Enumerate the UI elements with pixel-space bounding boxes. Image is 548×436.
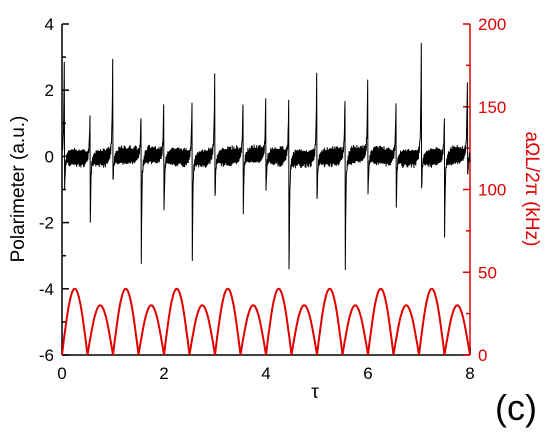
polarimeter-series-line	[61, 42, 471, 271]
x-tick-label: 0	[57, 364, 66, 383]
y-axis-right-label: aΩL/2π (kHz)	[521, 132, 542, 247]
y-left-tick-label: -6	[39, 346, 54, 365]
x-tick-label: 4	[261, 364, 270, 383]
y-right-tick-label: 50	[478, 263, 497, 282]
tick-labels: 0 2 4 6 8 -6 -4 -2 0 2 4 0 50 100 150 200	[39, 15, 507, 383]
panel-label: (c)	[495, 387, 537, 428]
y-left-tick-label: 0	[45, 147, 54, 166]
y-left-tick-label: 2	[45, 81, 54, 100]
y-left-tick-label: -4	[39, 280, 54, 299]
y-axis-left-label: Polarimeter (a.u.)	[8, 116, 29, 263]
y-left-tick-label: -2	[39, 214, 54, 233]
y-right-tick-label: 100	[478, 181, 506, 200]
y-left-tick-label: 4	[45, 15, 54, 34]
y-right-tick-label: 200	[478, 15, 506, 34]
rabi-frequency-series-line	[61, 287, 471, 356]
x-tick-label: 2	[159, 364, 168, 383]
x-axis-label: τ	[311, 382, 319, 403]
x-tick-label: 6	[363, 364, 372, 383]
x-tick-label: 8	[465, 364, 474, 383]
y-right-tick-label: 0	[478, 346, 487, 365]
y-right-tick-label: 150	[478, 98, 506, 117]
